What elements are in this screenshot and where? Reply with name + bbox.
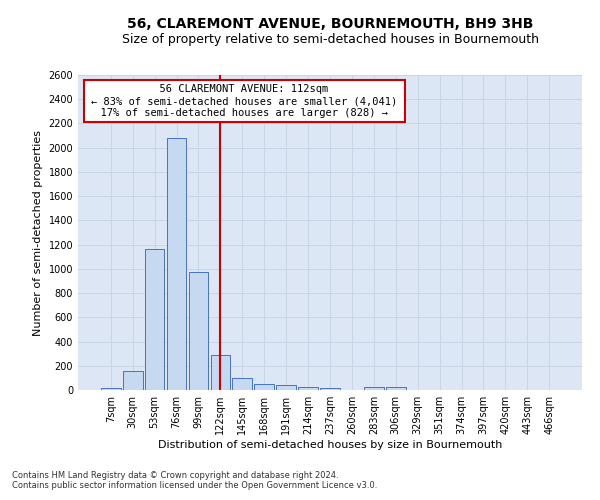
Bar bbox=[167, 138, 187, 390]
Bar bbox=[232, 378, 252, 390]
Text: Contains HM Land Registry data © Crown copyright and database right 2024.: Contains HM Land Registry data © Crown c… bbox=[12, 471, 338, 480]
Bar bbox=[123, 370, 143, 390]
Bar bbox=[298, 386, 318, 390]
Text: 56 CLAREMONT AVENUE: 112sqm  
← 83% of semi-detached houses are smaller (4,041)
: 56 CLAREMONT AVENUE: 112sqm ← 83% of sem… bbox=[88, 84, 401, 117]
Bar bbox=[320, 388, 340, 390]
Bar bbox=[254, 384, 274, 390]
Text: Size of property relative to semi-detached houses in Bournemouth: Size of property relative to semi-detach… bbox=[121, 32, 539, 46]
Bar bbox=[211, 356, 230, 390]
X-axis label: Distribution of semi-detached houses by size in Bournemouth: Distribution of semi-detached houses by … bbox=[158, 440, 502, 450]
Text: Contains public sector information licensed under the Open Government Licence v3: Contains public sector information licen… bbox=[12, 481, 377, 490]
Y-axis label: Number of semi-detached properties: Number of semi-detached properties bbox=[33, 130, 43, 336]
Bar bbox=[101, 388, 121, 390]
Text: 56, CLAREMONT AVENUE, BOURNEMOUTH, BH9 3HB: 56, CLAREMONT AVENUE, BOURNEMOUTH, BH9 3… bbox=[127, 18, 533, 32]
Bar bbox=[188, 272, 208, 390]
Bar bbox=[145, 250, 164, 390]
Bar bbox=[276, 386, 296, 390]
Bar bbox=[364, 388, 384, 390]
Bar bbox=[386, 388, 406, 390]
